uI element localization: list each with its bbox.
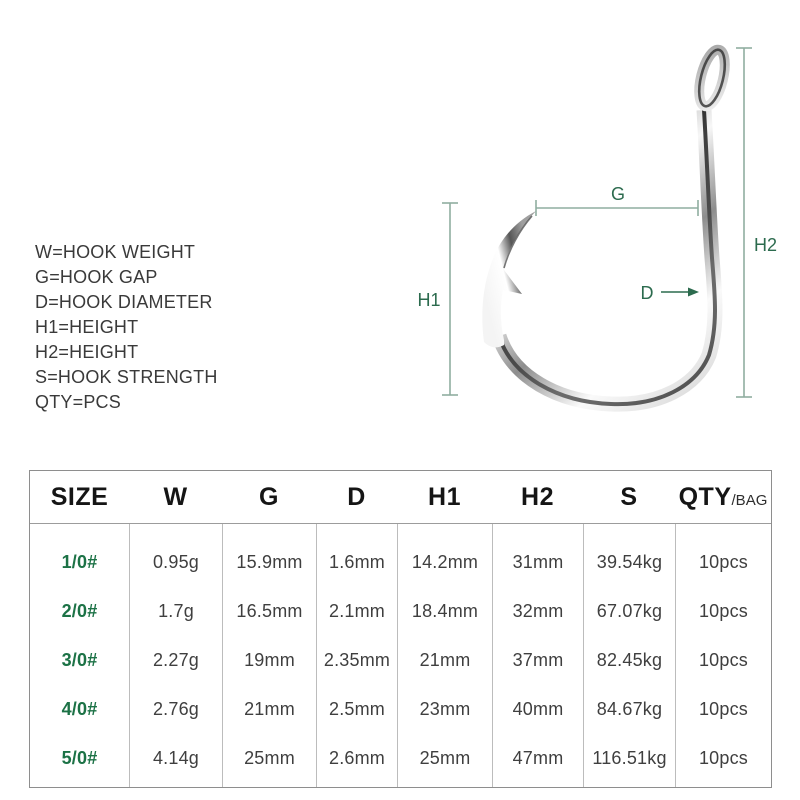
spec-table: SIZE W G D H1 H2 S QTY/BAG 1/0# 2/0# 3/0…	[29, 470, 772, 788]
col-header-size: SIZE	[50, 482, 109, 511]
dimension-h2: H2	[736, 47, 777, 398]
column-gap: 15.9mm 16.5mm 19mm 21mm 25mm	[222, 524, 316, 787]
legend-item-s: S=HOOK STRENGTH	[35, 367, 218, 387]
strength-cell: 82.45kg	[596, 650, 663, 670]
weight-cell: 2.27g	[152, 650, 200, 670]
dimension-d: D	[641, 283, 699, 303]
qty-cell: 10pcs	[698, 650, 749, 670]
h1-cell: 21mm	[419, 650, 471, 670]
dimension-g: G	[535, 184, 699, 216]
h2-cell: 32mm	[512, 601, 564, 621]
col-header-h1: H1	[428, 482, 461, 511]
weight-cell: 4.14g	[152, 748, 200, 768]
weight-cell: 1.7g	[158, 601, 194, 621]
diameter-cell: 1.6mm	[328, 552, 385, 572]
strength-cell: 116.51kg	[592, 748, 667, 768]
col-header-d: D	[347, 482, 366, 511]
legend-item-g: G=HOOK GAP	[35, 267, 158, 287]
column-diameter: 1.6mm 2.1mm 2.35mm 2.5mm 2.6mm	[316, 524, 397, 787]
weight-cell: 0.95g	[152, 552, 200, 572]
d-arrowhead	[688, 287, 699, 297]
qty-cell: 10pcs	[698, 748, 749, 768]
column-size: 1/0# 2/0# 3/0# 4/0# 5/0#	[30, 524, 129, 787]
legend-item-d: D=HOOK DIAMETER	[35, 292, 213, 312]
gap-cell: 25mm	[244, 748, 295, 768]
diameter-cell: 2.5mm	[328, 699, 385, 719]
legend-item-h1: H1=HEIGHT	[35, 317, 139, 337]
diameter-cell: 2.1mm	[328, 601, 385, 621]
column-h1: 14.2mm 18.4mm 21mm 23mm 25mm	[397, 524, 492, 787]
qty-cell: 10pcs	[698, 601, 749, 621]
col-header-h2: H2	[521, 482, 554, 511]
col-header-w: W	[163, 482, 188, 511]
h1-cell: 23mm	[419, 699, 471, 719]
legend-item-h2: H2=HEIGHT	[35, 342, 139, 362]
strength-cell: 39.54kg	[596, 552, 663, 572]
qty-cell: 10pcs	[698, 699, 749, 719]
col-header-s: S	[620, 482, 638, 511]
fishing-hook-illustration	[482, 44, 730, 412]
column-strength: 39.54kg 67.07kg 82.45kg 84.67kg 116.51kg	[583, 524, 675, 787]
legend-item-w: W=HOOK WEIGHT	[35, 242, 196, 262]
column-qty: 10pcs 10pcs 10pcs 10pcs 10pcs	[675, 524, 771, 787]
strength-cell: 67.07kg	[596, 601, 663, 621]
gap-cell: 15.9mm	[236, 552, 303, 572]
spec-table-header: SIZE W G D H1 H2 S QTY/BAG	[30, 471, 771, 524]
h1-cell: 25mm	[419, 748, 471, 768]
strength-cell: 84.67kg	[596, 699, 663, 719]
legend-item-qty: QTY=PCS	[35, 392, 121, 412]
size-cell: 2/0#	[61, 601, 98, 621]
col-header-g: G	[259, 482, 279, 511]
h2-cell: 37mm	[512, 650, 564, 670]
gap-cell: 21mm	[244, 699, 295, 719]
h1-label: H1	[417, 290, 440, 310]
size-cell: 3/0#	[61, 650, 98, 670]
h2-cell: 40mm	[512, 699, 564, 719]
h2-cell: 31mm	[512, 552, 564, 572]
gap-cell: 16.5mm	[236, 601, 303, 621]
h1-cell: 18.4mm	[411, 601, 479, 621]
column-weight: 0.95g 1.7g 2.27g 2.76g 4.14g	[129, 524, 222, 787]
diameter-cell: 2.35mm	[323, 650, 391, 670]
diameter-cell: 2.6mm	[328, 748, 385, 768]
size-cell: 1/0#	[61, 552, 98, 572]
weight-cell: 2.76g	[152, 699, 200, 719]
gap-cell: 19mm	[244, 650, 295, 670]
col-header-qty: QTY/BAG	[678, 482, 768, 511]
d-label: D	[641, 283, 654, 303]
abbreviation-legend: W=HOOK WEIGHT G=HOOK GAP D=HOOK DIAMETER…	[35, 240, 218, 415]
g-label: G	[611, 184, 625, 204]
h1-cell: 14.2mm	[411, 552, 479, 572]
column-h2: 31mm 32mm 37mm 40mm 47mm	[492, 524, 583, 787]
hook-eye	[694, 44, 730, 112]
size-cell: 5/0#	[61, 748, 98, 768]
spec-table-body: 1/0# 2/0# 3/0# 4/0# 5/0# 0.95g 1.7g 2.27…	[30, 524, 771, 787]
size-cell: 4/0#	[61, 699, 98, 719]
h2-cell: 47mm	[512, 748, 564, 768]
dimension-h1: H1	[417, 202, 458, 396]
h2-label: H2	[754, 235, 777, 255]
qty-cell: 10pcs	[698, 552, 749, 572]
